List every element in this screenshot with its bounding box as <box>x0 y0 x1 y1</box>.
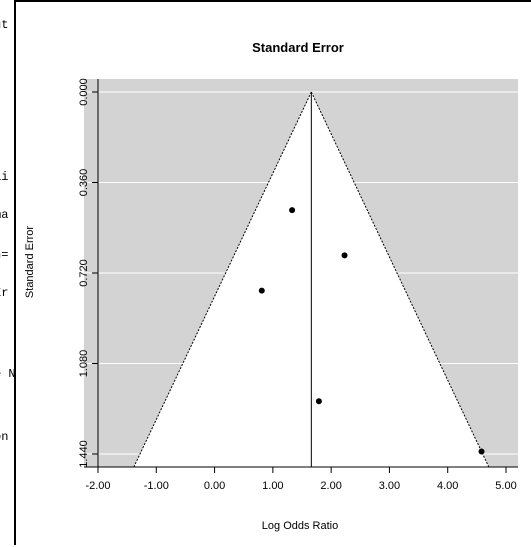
console-line: Er <box>0 286 9 300</box>
funnel-right-bound <box>310 91 490 468</box>
funnel-plot-window: Standard Error Log Odds Ratio Standard E… <box>14 0 531 545</box>
y-axis-label: Standard Error <box>24 226 36 298</box>
y-tick-label: 1.440 <box>78 440 90 468</box>
chart-title: Standard Error <box>252 40 344 55</box>
y-tick-label: 0.720 <box>78 259 90 287</box>
x-axis-label: Log Odds Ratio <box>262 520 338 532</box>
y-tick-label: 0.360 <box>78 169 90 197</box>
x-tick-label: 4.00 <box>437 480 458 492</box>
console-line: on <box>0 430 9 444</box>
x-tick-label: 1.00 <box>262 480 283 492</box>
console-line: e N <box>0 367 16 381</box>
x-tick-label: -1.00 <box>144 480 169 492</box>
x-tick-label: 0.00 <box>204 480 225 492</box>
data-point <box>258 287 265 294</box>
data-point <box>478 448 485 455</box>
console-line: n= <box>0 248 9 262</box>
x-tick-label: 2.00 <box>320 480 341 492</box>
data-point <box>315 398 322 405</box>
funnel-left-bound <box>133 91 312 468</box>
data-point <box>289 207 296 214</box>
data-point <box>341 252 348 259</box>
x-tick-label: -2.00 <box>85 480 110 492</box>
y-tick-label: 1.080 <box>78 350 90 378</box>
funnel-plot: Standard Error Log Odds Ratio Standard E… <box>24 40 518 532</box>
console-line: ai <box>0 170 9 184</box>
console-line: ut <box>0 18 9 32</box>
x-tick-label: 3.00 <box>379 480 400 492</box>
x-tick-label: 5.00 <box>495 480 516 492</box>
y-tick-label: 0.000 <box>78 78 90 106</box>
console-line: ma <box>0 208 9 222</box>
